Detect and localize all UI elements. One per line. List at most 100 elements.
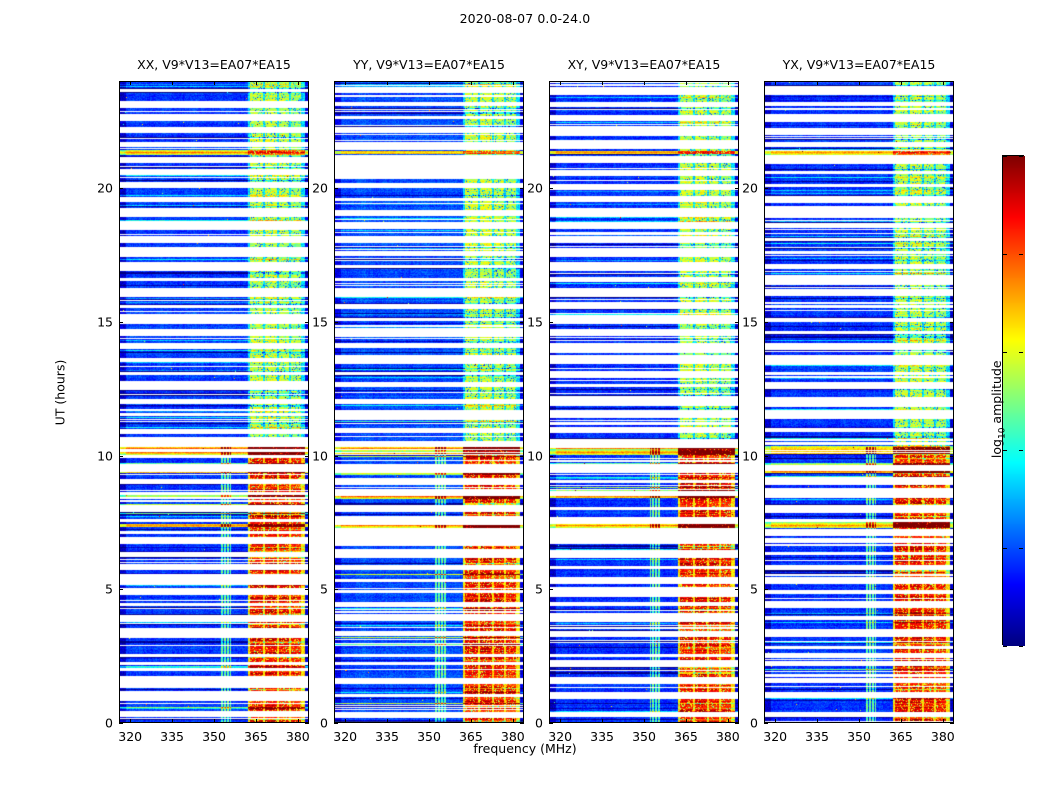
y-tick-label: 20 [312, 180, 328, 196]
x-tick-label: 365 [458, 729, 483, 744]
x-tick [900, 81, 902, 85]
y-tick [549, 723, 553, 724]
x-tick [512, 719, 514, 723]
x-tick [387, 81, 389, 85]
waterfall-image-xx [119, 81, 309, 723]
x-tick [727, 719, 729, 723]
colorbar-gradient [1003, 156, 1025, 646]
x-tick [255, 719, 257, 723]
y-tick [549, 321, 553, 323]
y-tick [735, 589, 739, 591]
y-tick [764, 188, 768, 189]
x-tick [942, 81, 944, 85]
y-tick [764, 589, 768, 591]
panel-title-yx: YX, V9*V13=EA07*EA15 [782, 57, 936, 72]
y-tick-label: 5 [535, 581, 543, 597]
y-tick-label: 15 [97, 314, 113, 330]
x-tick-label: 350 [417, 729, 441, 744]
waterfall-panel-xy[interactable]: XY, V9*V13=EA07*EA15 [549, 57, 739, 724]
x-tick [817, 81, 819, 85]
y-tick-label: 15 [527, 314, 543, 330]
waterfall-panel-yy[interactable]: YY, V9*V13=EA07*EA15 [334, 57, 524, 724]
x-tick [859, 719, 860, 723]
x-tick-label: 380 [285, 729, 310, 744]
y-tick [735, 188, 739, 189]
waterfall-panel-xx[interactable]: XX, V9*V13=EA07*EA15 [119, 57, 309, 724]
y-tick-label: 5 [320, 581, 328, 597]
x-tick [644, 719, 645, 723]
colorbar-tick [1003, 548, 1007, 549]
x-tick [130, 719, 132, 723]
y-tick-label: 5 [750, 581, 758, 597]
colorbar-label-tail: amplitude [988, 360, 1004, 428]
x-tick [429, 719, 430, 723]
y-tick-label: 15 [312, 314, 328, 330]
x-tick [900, 719, 902, 723]
colorbar-tick [1003, 646, 1007, 647]
colorbar-tick [1019, 548, 1023, 549]
colorbar-tick [1003, 156, 1007, 157]
x-tick-label: 380 [715, 729, 740, 744]
x-tick [602, 81, 604, 85]
y-tick [334, 455, 338, 457]
x-tick-label: 335 [590, 729, 615, 744]
x-tick [255, 81, 257, 85]
y-tick [305, 589, 309, 591]
colorbar-tick [1003, 254, 1007, 255]
x-tick [297, 81, 299, 85]
y-tick [119, 589, 123, 591]
panel-title-yy: YY, V9*V13=EA07*EA15 [353, 57, 505, 72]
y-tick [950, 321, 954, 323]
colorbar-tick [1019, 352, 1023, 353]
colorbar-tick [1003, 450, 1007, 451]
panel-title-xy: XY, V9*V13=EA07*EA15 [567, 57, 721, 72]
y-tick [549, 455, 553, 457]
x-tick [644, 81, 645, 85]
y-tick [549, 188, 553, 189]
y-tick [764, 321, 768, 323]
colorbar-label: log10 amplitude [989, 349, 1008, 469]
x-tick [942, 719, 944, 723]
y-tick-label: 10 [312, 448, 328, 463]
y-tick [520, 589, 524, 591]
x-tick [775, 719, 777, 723]
x-tick [172, 719, 174, 723]
x-tick [685, 719, 687, 723]
y-tick [520, 723, 524, 724]
waterfall-image-yy [334, 81, 524, 723]
y-tick-label: 0 [535, 715, 543, 731]
colorbar-tick [1019, 254, 1023, 255]
x-tick-label: 320 [548, 729, 573, 744]
y-tick-label: 20 [742, 180, 758, 196]
x-tick-label: 365 [243, 729, 268, 744]
y-tick [119, 188, 123, 189]
x-tick-label: 380 [500, 729, 525, 744]
x-tick [172, 81, 174, 85]
x-tick [560, 81, 562, 85]
x-tick [512, 81, 514, 85]
colorbar-tick [1019, 646, 1023, 647]
x-tick-label: 335 [160, 729, 185, 744]
x-tick [297, 719, 299, 723]
figure-suptitle: 2020-08-07 0.0-24.0 [459, 11, 591, 26]
y-tick-label: 20 [527, 180, 543, 196]
y-tick-label: 15 [742, 314, 758, 330]
y-tick [764, 723, 768, 724]
x-tick [775, 81, 777, 85]
y-tick [764, 455, 768, 457]
y-tick-label: 10 [527, 448, 543, 463]
x-tick-label: 350 [847, 729, 871, 744]
y-tick [305, 723, 309, 724]
x-tick [345, 81, 347, 85]
x-tick [429, 81, 430, 85]
x-tick-label: 320 [333, 729, 358, 744]
y-tick [950, 589, 954, 591]
y-axis-label: UT (hours) [52, 359, 68, 426]
waterfall-panel-yx[interactable]: YX, V9*V13=EA07*EA15 [764, 57, 954, 724]
colorbar-label-subscript: 10 [997, 427, 1008, 440]
y-tick [119, 321, 123, 323]
y-tick-label: 10 [97, 448, 113, 463]
panel-title-xx: XX, V9*V13=EA07*EA15 [137, 57, 291, 72]
x-tick [470, 719, 472, 723]
y-tick [305, 188, 309, 189]
